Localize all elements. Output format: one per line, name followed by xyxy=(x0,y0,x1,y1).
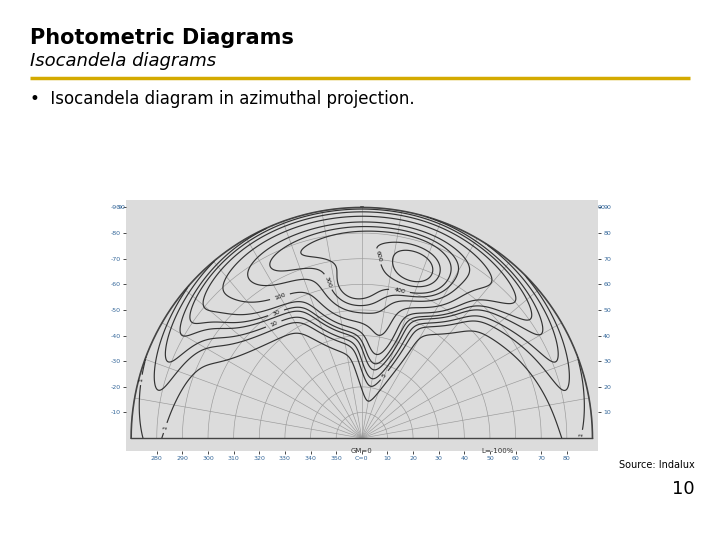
Text: 10: 10 xyxy=(672,480,695,498)
Text: L=-100%: L=-100% xyxy=(482,448,514,454)
Text: Source: Indalux: Source: Indalux xyxy=(619,460,695,470)
Text: 1: 1 xyxy=(138,377,144,382)
Text: Isocandela diagrams: Isocandela diagrams xyxy=(30,52,216,70)
Text: GM=0: GM=0 xyxy=(351,448,373,454)
Text: 600: 600 xyxy=(374,250,382,262)
Text: 100: 100 xyxy=(274,292,287,301)
Text: 5: 5 xyxy=(382,372,387,378)
Text: 90: 90 xyxy=(118,205,126,210)
Text: 30: 30 xyxy=(271,309,281,317)
Text: 300: 300 xyxy=(324,275,333,288)
Text: Photometric Diagrams: Photometric Diagrams xyxy=(30,28,294,48)
Text: •  Isocandela diagram in azimuthal projection.: • Isocandela diagram in azimuthal projec… xyxy=(30,90,415,108)
Text: 400: 400 xyxy=(393,287,406,294)
Text: 1: 1 xyxy=(579,433,584,437)
Text: 90: 90 xyxy=(598,205,606,210)
Text: 1: 1 xyxy=(162,426,168,430)
Text: 10: 10 xyxy=(269,320,279,328)
